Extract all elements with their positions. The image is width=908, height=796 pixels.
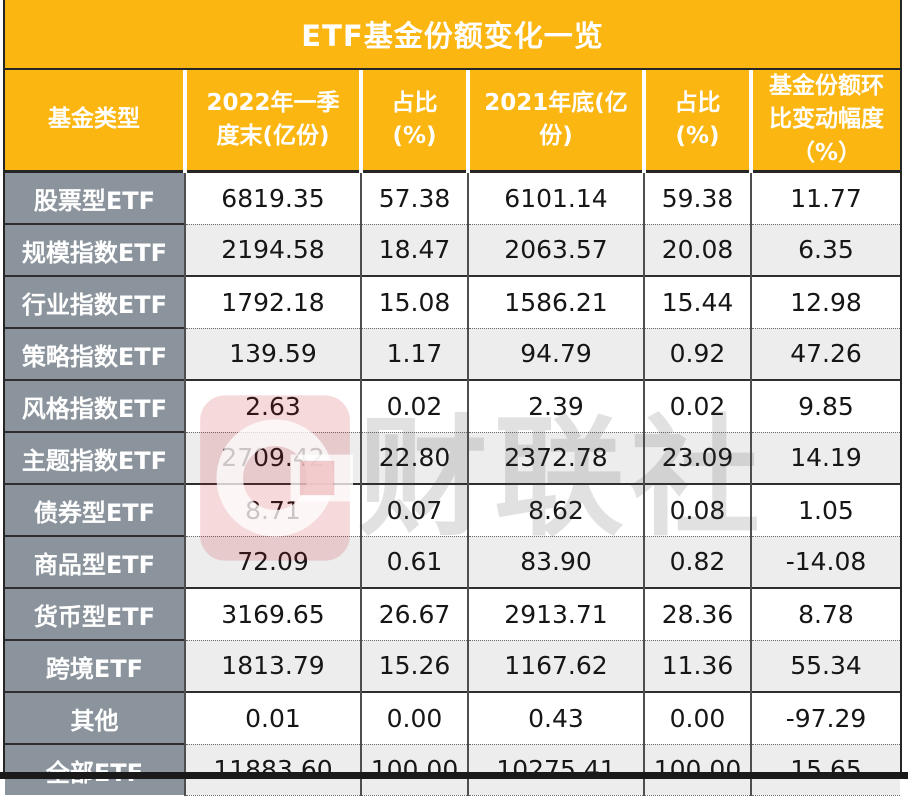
table-row: 跨境ETF 1813.79 15.26 1167.62 11.36 55.34 bbox=[5, 639, 900, 693]
table-row: 全部ETF 11883.60 100.00 10275.41 100.00 15… bbox=[5, 743, 900, 796]
value-cell: 28.36 bbox=[643, 587, 751, 641]
value-cell: 9.85 bbox=[750, 379, 900, 433]
fund-type-cell: 全部ETF bbox=[5, 743, 185, 796]
fund-type-cell: 其他 bbox=[5, 691, 185, 745]
value-cell: 100.00 bbox=[643, 743, 751, 796]
value-cell: 2194.58 bbox=[184, 223, 361, 277]
table-row: 风格指数ETF 2.63 0.02 2.39 0.02 9.85 bbox=[5, 379, 900, 433]
value-cell: 15.26 bbox=[360, 639, 468, 693]
value-cell: 0.02 bbox=[360, 379, 468, 433]
value-cell: 8.71 bbox=[184, 483, 361, 537]
table-row: 股票型ETF 6819.35 57.38 6101.14 59.38 11.77 bbox=[5, 170, 900, 225]
value-cell: 15.08 bbox=[360, 275, 468, 329]
value-cell: 1.17 bbox=[360, 327, 468, 381]
value-cell: 1167.62 bbox=[467, 639, 644, 693]
value-cell: 15.65 bbox=[750, 743, 900, 796]
table-title-bar: ETF基金份额变化一览 bbox=[5, 0, 900, 70]
value-cell: 6819.35 bbox=[184, 171, 361, 225]
table-row: 货币型ETF 3169.65 26.67 2913.71 28.36 8.78 bbox=[5, 587, 900, 641]
value-cell: 1586.21 bbox=[467, 275, 644, 329]
value-cell: 2913.71 bbox=[467, 587, 644, 641]
fund-type-cell: 主题指数ETF bbox=[5, 431, 185, 485]
value-cell: 47.26 bbox=[750, 327, 900, 381]
fund-type-cell: 策略指数ETF bbox=[5, 327, 185, 381]
fund-type-cell: 风格指数ETF bbox=[5, 379, 185, 433]
column-header-qoq-change: 基金份额环比变动幅度（%） bbox=[749, 70, 900, 174]
value-cell: 83.90 bbox=[467, 535, 644, 589]
value-cell: 10275.41 bbox=[467, 743, 644, 796]
value-cell: 0.92 bbox=[643, 327, 751, 381]
table-row: 策略指数ETF 139.59 1.17 94.79 0.92 47.26 bbox=[5, 327, 900, 381]
table-frame: ETF基金份额变化一览 基金类型 2022年一季度末(亿份) 占比(%) 202… bbox=[3, 0, 902, 796]
bottom-border-bar bbox=[0, 772, 908, 779]
fund-type-cell: 货币型ETF bbox=[5, 587, 185, 641]
table-row: 规模指数ETF 2194.58 18.47 2063.57 20.08 6.35 bbox=[5, 223, 900, 277]
value-cell: 8.78 bbox=[750, 587, 900, 641]
value-cell: 11.77 bbox=[750, 171, 900, 225]
value-cell: 6101.14 bbox=[467, 171, 644, 225]
table-row: 债券型ETF 8.71 0.07 8.62 0.08 1.05 bbox=[5, 483, 900, 537]
fund-type-cell: 跨境ETF bbox=[5, 639, 185, 693]
value-cell: 0.07 bbox=[360, 483, 468, 537]
value-cell: 0.00 bbox=[643, 691, 751, 745]
value-cell: 11883.60 bbox=[184, 743, 361, 796]
fund-type-cell: 行业指数ETF bbox=[5, 275, 185, 329]
value-cell: 23.09 bbox=[643, 431, 751, 485]
value-cell: 12.98 bbox=[750, 275, 900, 329]
value-cell: 3169.65 bbox=[184, 587, 361, 641]
value-cell: -14.08 bbox=[750, 535, 900, 589]
column-header-share-pct-2021: 占比(%) bbox=[642, 70, 751, 174]
value-cell: 11.36 bbox=[643, 639, 751, 693]
value-cell: 0.61 bbox=[360, 535, 468, 589]
fund-type-cell: 债券型ETF bbox=[5, 483, 185, 537]
table-row: 其他 0.01 0.00 0.43 0.00 -97.29 bbox=[5, 691, 900, 745]
value-cell: 1792.18 bbox=[184, 275, 361, 329]
value-cell: 2709.42 bbox=[184, 431, 361, 485]
table-row: 商品型ETF 72.09 0.61 83.90 0.82 -14.08 bbox=[5, 535, 900, 589]
value-cell: 1813.79 bbox=[184, 639, 361, 693]
value-cell: 18.47 bbox=[360, 223, 468, 277]
etf-share-table: 基金类型 2022年一季度末(亿份) 占比(%) 2021年底(亿份) 占比(%… bbox=[5, 70, 900, 796]
column-header-2022q1-shares: 2022年一季度末(亿份) bbox=[183, 70, 361, 174]
value-cell: 0.00 bbox=[360, 691, 468, 745]
value-cell: 57.38 bbox=[360, 171, 468, 225]
table-row: 主题指数ETF 2709.42 22.80 2372.78 23.09 14.1… bbox=[5, 431, 900, 485]
value-cell: 0.02 bbox=[643, 379, 751, 433]
value-cell: 20.08 bbox=[643, 223, 751, 277]
value-cell: 2063.57 bbox=[467, 223, 644, 277]
value-cell: 0.43 bbox=[467, 691, 644, 745]
value-cell: 2372.78 bbox=[467, 431, 644, 485]
value-cell: 2.63 bbox=[184, 379, 361, 433]
value-cell: 1.05 bbox=[750, 483, 900, 537]
value-cell: 14.19 bbox=[750, 431, 900, 485]
value-cell: 94.79 bbox=[467, 327, 644, 381]
value-cell: 0.08 bbox=[643, 483, 751, 537]
value-cell: 59.38 bbox=[643, 171, 751, 225]
value-cell: 139.59 bbox=[184, 327, 361, 381]
value-cell: 26.67 bbox=[360, 587, 468, 641]
value-cell: -97.29 bbox=[750, 691, 900, 745]
header-row: 基金类型 2022年一季度末(亿份) 占比(%) 2021年底(亿份) 占比(%… bbox=[5, 70, 900, 174]
value-cell: 2.39 bbox=[467, 379, 644, 433]
column-header-share-pct-2022: 占比(%) bbox=[359, 70, 468, 174]
value-cell: 8.62 bbox=[467, 483, 644, 537]
fund-type-cell: 规模指数ETF bbox=[5, 223, 185, 277]
value-cell: 0.82 bbox=[643, 535, 751, 589]
value-cell: 55.34 bbox=[750, 639, 900, 693]
value-cell: 6.35 bbox=[750, 223, 900, 277]
value-cell: 22.80 bbox=[360, 431, 468, 485]
table-row: 行业指数ETF 1792.18 15.08 1586.21 15.44 12.9… bbox=[5, 275, 900, 329]
fund-type-cell: 商品型ETF bbox=[5, 535, 185, 589]
column-header-fund-type: 基金类型 bbox=[5, 70, 185, 174]
value-cell: 15.44 bbox=[643, 275, 751, 329]
column-header-2021-end-shares: 2021年底(亿份) bbox=[466, 70, 644, 174]
value-cell: 72.09 bbox=[184, 535, 361, 589]
table-title: ETF基金份额变化一览 bbox=[301, 19, 604, 53]
value-cell: 100.00 bbox=[360, 743, 468, 796]
fund-type-cell: 股票型ETF bbox=[5, 170, 185, 225]
value-cell: 0.01 bbox=[184, 691, 361, 745]
